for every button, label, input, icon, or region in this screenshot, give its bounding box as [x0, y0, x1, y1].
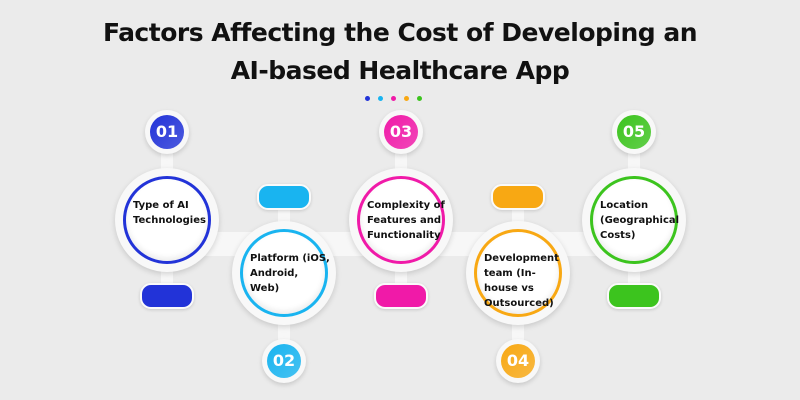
badge-halo: 05	[612, 110, 656, 154]
badge-halo: 04	[496, 339, 540, 383]
color-pill	[374, 283, 428, 309]
circle-ring	[474, 229, 562, 317]
color-dot	[365, 96, 370, 101]
badge-halo: 03	[379, 110, 423, 154]
circle-ring	[357, 176, 445, 264]
factor-label: Development team (In-house vs Outsourced…	[484, 253, 559, 309]
factor-label: Platform (iOS, Android, Web)	[250, 253, 330, 294]
title: Factors Affecting the Cost of Developing…	[0, 14, 800, 90]
factor-label: Location (Geographical Costs)	[600, 200, 680, 241]
color-pill	[140, 283, 194, 309]
number-badge: 02	[267, 344, 301, 378]
color-dot	[378, 96, 383, 101]
color-pill	[607, 283, 661, 309]
color-dot	[391, 96, 396, 101]
badge-halo: 02	[262, 339, 306, 383]
number-badge: 04	[501, 344, 535, 378]
number-badge: 03	[384, 115, 418, 149]
factor-label: Type of AI Technologies	[133, 200, 206, 226]
color-pill	[257, 184, 311, 210]
color-pill	[491, 184, 545, 210]
factor-label: Complexity of Features and Functionality	[367, 200, 445, 241]
badge-halo: 01	[145, 110, 189, 154]
number-badge: 05	[617, 115, 651, 149]
color-dot	[417, 96, 422, 101]
title-line-2: AI-based Healthcare App	[230, 56, 570, 85]
circle-ring	[240, 229, 328, 317]
circle-ring	[123, 176, 211, 264]
circle-ring	[590, 176, 678, 264]
color-dots	[365, 96, 422, 101]
number-badge: 01	[150, 115, 184, 149]
title-line-1: Factors Affecting the Cost of Developing…	[102, 18, 698, 47]
color-dot	[404, 96, 409, 101]
